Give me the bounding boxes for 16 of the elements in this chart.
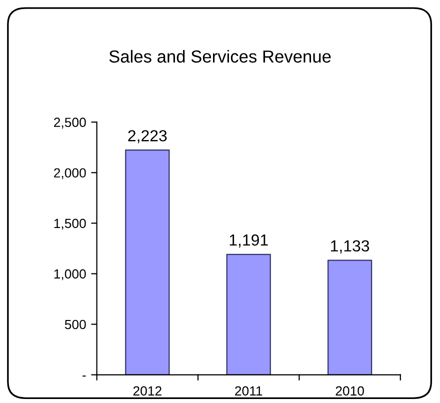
y-tick-label: 500 [64, 320, 86, 330]
x-tick-label: 2011 [235, 386, 262, 396]
y-tick-label: 1,000 [54, 269, 86, 280]
y-tick-label: 2,000 [54, 168, 86, 180]
data-label: 1,133 [331, 240, 370, 254]
data-label: 1,191 [230, 234, 268, 248]
y-tick-label: 1,500 [54, 218, 86, 230]
bar [125, 150, 170, 375]
bar [226, 254, 271, 375]
bar [327, 260, 372, 375]
x-tick-label: 2010 [336, 386, 364, 396]
x-tick-label: 2012 [133, 386, 162, 396]
y-tick-label: - [82, 376, 86, 377]
y-tick-label: 2,500 [54, 118, 86, 129]
chart-title: Sales and Services Revenue [109, 50, 331, 63]
data-label: 2,223 [128, 130, 167, 144]
